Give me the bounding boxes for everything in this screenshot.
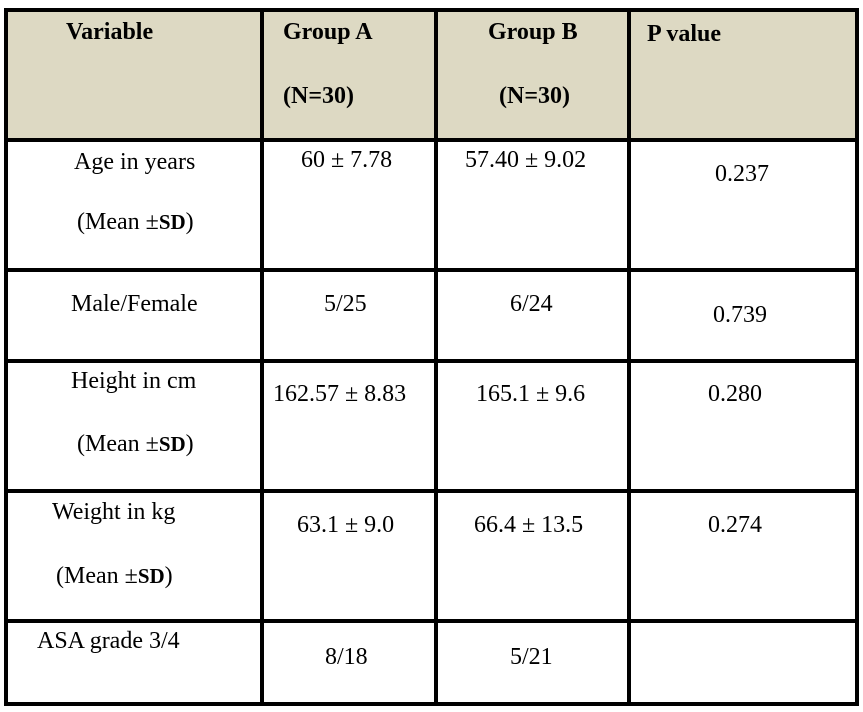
header-cell-group-b: Group B (N=30) [438, 12, 627, 138]
header-group-a: Group A [283, 19, 373, 45]
row-age-group-a: 60 ± 7.78 [301, 147, 393, 173]
row-age-p-value-cell: 0.237 [631, 142, 855, 268]
row-age-variable-cell: Age in years (Mean ±SD) [8, 142, 260, 268]
row-weight-group-a-cell: 63.1 ± 9.0 [264, 493, 434, 619]
header-group-b: Group B [488, 19, 578, 45]
row-weight-variable: Weight in kg [52, 499, 176, 525]
header-cell-variable: Variable [8, 12, 260, 138]
row-sex-p-value: 0.739 [713, 302, 767, 328]
row-asa-variable: ASA grade 3/4 [37, 628, 180, 654]
row-height-p-value-cell: 0.280 [631, 363, 855, 489]
row-asa-group-b: 5/21 [510, 644, 553, 670]
row-asa-group-a-cell: 8/18 [264, 623, 434, 702]
row-sex-variable: Male/Female [71, 291, 198, 317]
row-age-stat-label: (Mean ±SD) [77, 209, 194, 235]
row-height-group-a: 162.57 ± 8.83 [273, 381, 407, 407]
row-asa-group-a: 8/18 [325, 644, 368, 670]
row-age-variable: Age in years [74, 149, 196, 175]
row-age-group-b-cell: 57.40 ± 9.02 [438, 142, 627, 268]
row-sex-group-a-cell: 5/25 [264, 272, 434, 359]
row-weight-p-value: 0.274 [708, 512, 762, 538]
header-cell-p-value: P value [631, 12, 855, 138]
header-group-b-n: (N=30) [499, 83, 570, 109]
header-variable: Variable [66, 19, 154, 45]
row-weight-group-b: 66.4 ± 13.5 [474, 512, 584, 538]
header-p-value: P value [647, 21, 722, 47]
row-height-group-b-cell: 165.1 ± 9.6 [438, 363, 627, 489]
row-age-p-value: 0.237 [715, 161, 769, 187]
header-cell-group-a: Group A (N=30) [264, 12, 434, 138]
row-sex-p-value-cell: 0.739 [631, 272, 855, 359]
row-age-group-b: 57.40 ± 9.02 [465, 147, 587, 173]
row-sex-group-b-cell: 6/24 [438, 272, 627, 359]
row-weight-p-value-cell: 0.274 [631, 493, 855, 619]
row-sex-variable-cell: Male/Female [8, 272, 260, 359]
row-asa-variable-cell: ASA grade 3/4 [8, 623, 260, 702]
row-weight-stat-label: (Mean ±SD) [56, 563, 173, 589]
row-weight-group-b-cell: 66.4 ± 13.5 [438, 493, 627, 619]
row-sex-group-a: 5/25 [324, 291, 367, 317]
row-height-group-b: 165.1 ± 9.6 [476, 381, 586, 407]
row-asa-p-value-cell [631, 623, 855, 702]
row-age-group-a-cell: 60 ± 7.78 [264, 142, 434, 268]
row-height-group-a-cell: 162.57 ± 8.83 [264, 363, 434, 489]
row-height-variable-cell: Height in cm (Mean ±SD) [8, 363, 260, 489]
row-height-p-value: 0.280 [708, 381, 762, 407]
baseline-characteristics-table: Variable Group A (N=30) Group B (N=30) P… [4, 8, 859, 706]
header-group-a-n: (N=30) [283, 83, 354, 109]
row-weight-variable-cell: Weight in kg (Mean ±SD) [8, 493, 260, 619]
row-asa-group-b-cell: 5/21 [438, 623, 627, 702]
row-sex-group-b: 6/24 [510, 291, 553, 317]
row-weight-group-a: 63.1 ± 9.0 [297, 512, 395, 538]
row-height-stat-label: (Mean ±SD) [77, 431, 194, 457]
row-height-variable: Height in cm [71, 368, 197, 394]
